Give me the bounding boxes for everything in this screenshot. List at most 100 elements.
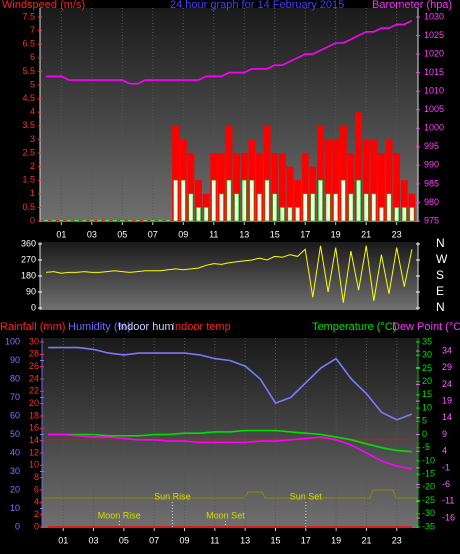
y-tick-label: -11 [442,496,454,506]
y-tick-label: 990 [424,160,439,170]
x-tick-label: 07 [149,535,159,545]
bar [278,153,286,221]
x-tick-label: 21 [361,229,371,239]
bar [310,193,316,222]
bar [272,193,278,222]
bar [188,193,194,222]
x-tick-label: 05 [117,229,127,239]
y-tick-label: 270 [21,254,36,264]
y-tick-label: 20 [422,376,432,386]
header: Dew Point (°C) [392,321,460,333]
y-tick-label: 2 [30,161,35,171]
annotation: Moon Set [206,510,245,520]
bar [241,179,247,222]
x-tick-label: 23 [392,535,402,545]
y-tick-label: 180 [21,270,36,280]
bar [339,125,347,221]
bar [317,125,324,221]
y-tick-label: N [436,300,445,314]
bar [225,125,233,221]
bar [257,193,262,222]
bar [249,179,255,222]
y-tick-label: 90 [10,355,20,365]
y-tick-label: 360 [21,238,36,248]
y-tick-label: 0 [31,302,36,312]
y-tick-label: 30 [29,336,39,346]
bar [203,207,209,222]
direction-plot-area [40,242,418,310]
y-tick-label: 80 [10,373,20,383]
bar [127,219,133,222]
y-tick-label: 7.5 [22,11,35,21]
bar [142,219,148,222]
y-tick-label: 12 [29,447,39,457]
bar [218,193,224,222]
bar [89,219,95,222]
x-tick-label: 13 [239,229,249,239]
y-tick-label: 34 [442,345,452,355]
annotation: Sun Rise [154,491,191,501]
bar [158,219,163,222]
bar [112,219,118,222]
annotation: Sun Set [290,491,323,501]
bar [226,179,232,222]
y-tick-label: 6.5 [22,39,35,49]
y-tick-label: 90 [26,286,36,296]
y-tick-label: S [436,268,444,282]
y-tick-label: -30 [422,508,435,518]
bar [371,193,377,222]
y-tick-label: 19 [442,395,452,405]
bar [347,153,355,221]
bar [180,179,186,222]
y-tick-label: 16 [29,423,39,433]
bar [332,139,340,221]
y-tick-label: 25 [422,363,432,373]
bar [187,153,195,221]
bar [97,219,102,222]
x-tick-label: 09 [178,229,188,239]
y-tick-label: 985 [424,178,439,188]
bar [294,180,302,221]
y-tick-label: 40 [10,447,20,457]
bar [394,207,400,222]
header: 24 hour graph for 14 February 2015 [170,0,344,11]
y-tick-label: W [436,252,448,266]
bar [271,153,279,221]
header: Rainfall (mm) [0,321,65,333]
y-tick-label: 24 [29,373,39,383]
bar [279,207,285,222]
x-tick-label: 09 [180,535,190,545]
bar [302,193,308,222]
bar [385,139,393,221]
y-tick-label: 0 [15,521,20,531]
y-tick-label: 2.5 [22,147,35,157]
series-line [48,433,413,470]
y-tick-label: 9 [442,429,447,439]
y-tick-label: 4 [442,446,447,456]
y-tick-label: 0 [34,521,39,531]
bar [286,166,294,221]
y-tick-label: 3.5 [22,120,35,130]
x-tick-label: 01 [56,229,66,239]
bar [370,139,378,221]
header: Windspeed (m/s) [2,0,85,11]
y-tick-label: 1015 [424,67,444,77]
x-tick-label: 19 [331,535,341,545]
y-tick-label: 60 [10,410,20,420]
bar [355,112,362,221]
y-tick-label: -10 [422,455,435,465]
y-tick-label: 2 [34,509,39,519]
bar [409,207,415,222]
x-tick-label: 05 [119,535,129,545]
y-tick-label: 5 [422,416,427,426]
y-tick-label: 20 [29,398,39,408]
y-tick-label: 1030 [424,11,444,21]
y-tick-label: 30 [422,350,432,360]
bar [233,153,241,221]
bar [348,193,354,222]
y-tick-label: N [436,236,445,250]
x-tick-label: 17 [300,229,310,239]
bar [256,153,263,221]
bar [401,207,407,222]
y-tick-label: 10 [29,460,39,470]
